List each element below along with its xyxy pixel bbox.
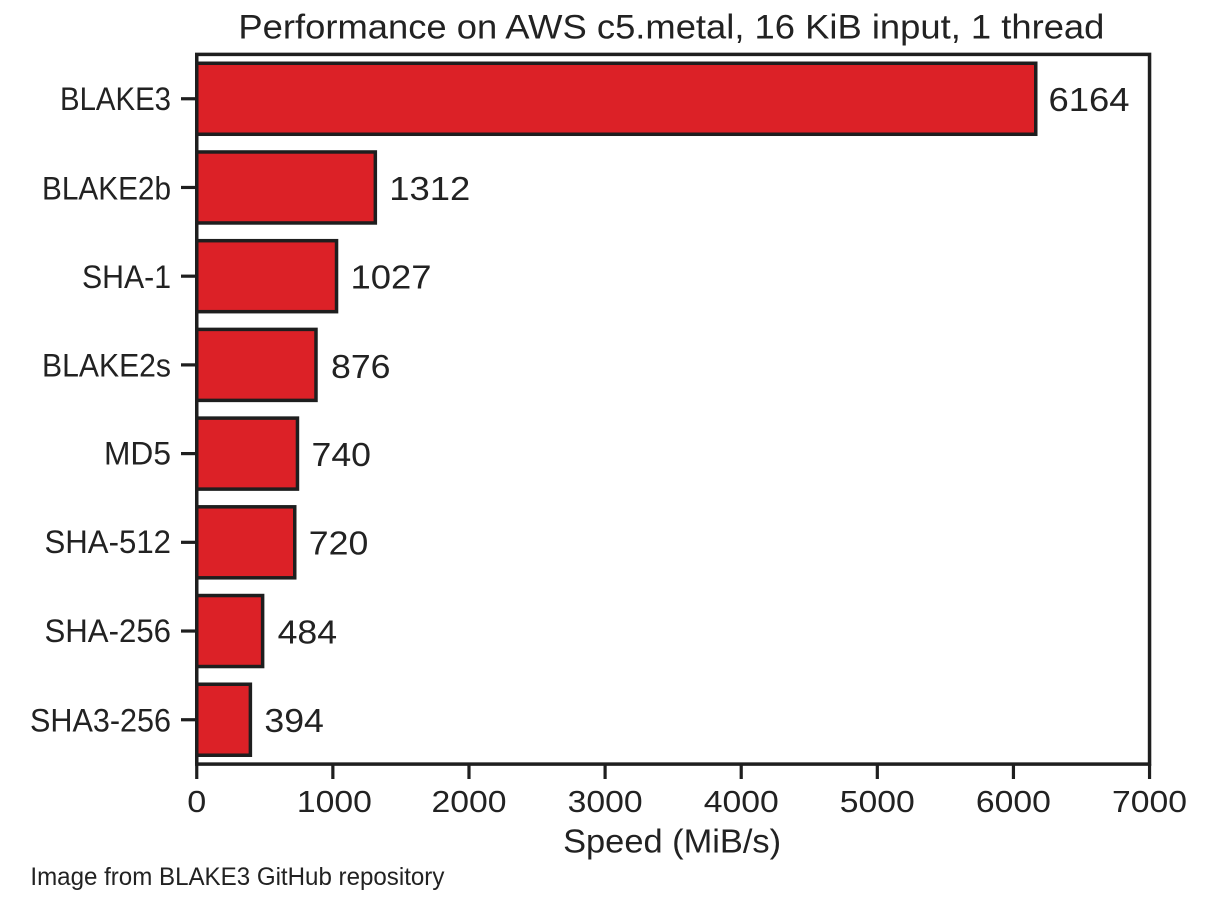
svg-text:740: 740 [312,437,372,474]
svg-text:394: 394 [264,703,324,740]
svg-text:2000: 2000 [431,784,506,819]
svg-text:MD5: MD5 [104,436,171,472]
svg-text:720: 720 [309,526,369,563]
svg-text:1312: 1312 [389,171,470,208]
svg-text:BLAKE3: BLAKE3 [60,81,171,117]
svg-text:SHA-1: SHA-1 [82,259,171,295]
svg-text:876: 876 [331,349,391,386]
svg-text:4000: 4000 [704,784,779,819]
svg-text:484: 484 [278,614,338,651]
svg-text:BLAKE2s: BLAKE2s [42,348,171,384]
svg-text:SHA-512: SHA-512 [45,524,172,560]
svg-text:0: 0 [187,784,206,819]
svg-text:3000: 3000 [568,784,643,819]
svg-text:Speed (MiB/s): Speed (MiB/s) [563,822,781,859]
svg-text:1027: 1027 [351,260,432,297]
svg-text:5000: 5000 [840,784,915,819]
svg-text:Performance on AWS c5.metal, 1: Performance on AWS c5.metal, 16 KiB inpu… [238,9,1104,47]
svg-text:Image from BLAKE3 GitHub repos: Image from BLAKE3 GitHub repository [30,864,445,891]
svg-text:7000: 7000 [1112,784,1187,819]
svg-text:SHA3-256: SHA3-256 [30,702,171,738]
svg-text:BLAKE2b: BLAKE2b [42,170,171,206]
svg-text:6164: 6164 [1049,82,1130,119]
svg-text:6000: 6000 [976,784,1051,819]
svg-text:SHA-256: SHA-256 [45,613,172,649]
svg-text:1000: 1000 [297,784,372,819]
